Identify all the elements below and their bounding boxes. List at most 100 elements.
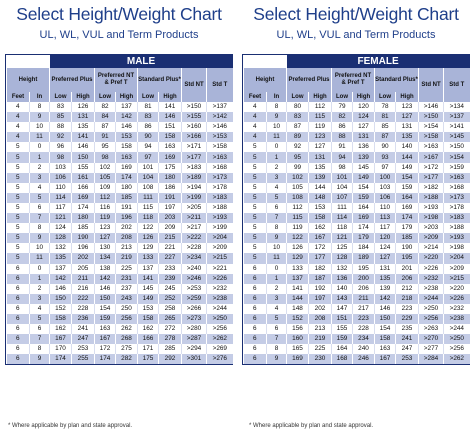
table-cell: 115 [308, 112, 332, 123]
table-cell: 11 [266, 253, 287, 264]
table-cell: 5 [6, 182, 30, 193]
table-cell: 135 [374, 273, 396, 284]
table-cell: 4 [243, 122, 267, 133]
male-table-frame: MALE Height Preferred Plus Preferred NT … [5, 54, 233, 366]
table-cell: >234 [181, 253, 207, 264]
table-cell: 187 [308, 273, 332, 284]
table-cell: 4 [243, 102, 267, 113]
table-cell: 78 [374, 102, 396, 113]
table-cell: >209 [205, 243, 233, 254]
table-cell: 196 [115, 213, 138, 224]
table-cell: 6 [29, 202, 50, 214]
table-cell: 115 [286, 213, 309, 224]
table-cell: 3 [29, 172, 50, 183]
table-cell: 146 [49, 283, 72, 294]
table-row: 5 10 126 172 125 184 124 190 >214 >198 [243, 243, 470, 254]
table-row: 5 0 92 127 91 136 90 140 >163 >150 [243, 142, 470, 153]
table-cell: 282 [115, 354, 138, 365]
table-cell: 225 [115, 263, 138, 274]
table-cell: 158 [308, 213, 332, 224]
col-high: High [352, 92, 375, 102]
col-high: High [158, 92, 182, 102]
table-cell: >215 [205, 253, 233, 264]
table-cell: 154 [374, 324, 396, 335]
table-cell: >244 [205, 303, 233, 314]
table-cell: 4 [266, 182, 287, 193]
table-cell: 137 [286, 273, 309, 284]
table-cell: 96 [49, 142, 72, 153]
table-cell: 275 [115, 344, 138, 355]
table-cell: 6 [6, 313, 30, 325]
table-cell: 144 [308, 182, 332, 193]
table-cell: 101 [331, 172, 353, 183]
table-cell: >163 [418, 142, 444, 153]
table-cell: 231 [115, 273, 138, 284]
col-low: Low [137, 92, 159, 102]
table-cell: >158 [418, 132, 444, 143]
table-cell: >177 [181, 152, 207, 163]
table-cell: 146 [374, 303, 396, 314]
col-preferred-plus: Preferred Plus [49, 68, 95, 92]
table-cell: 265 [158, 313, 182, 325]
table-row: 6 2 141 192 140 206 139 212 >238 >220 [243, 283, 470, 294]
table-row: 6 6 156 213 155 228 154 235 >263 >244 [243, 324, 470, 335]
table-cell: >193 [205, 213, 233, 224]
table-cell: >226 [418, 263, 444, 274]
table-cell: >167 [418, 152, 444, 163]
col-pref-nt: Preferred NT & Pref T [94, 68, 138, 92]
table-cell: 6 [6, 263, 30, 274]
table-cell: 102 [94, 162, 116, 173]
col-feet: Feet [6, 92, 30, 102]
table-cell: 5 [243, 202, 267, 214]
col-low: Low [286, 92, 309, 102]
table-cell: 86 [331, 122, 353, 133]
table-cell: 141 [137, 273, 159, 284]
table-cell: 128 [49, 233, 72, 244]
table-cell: 195 [395, 253, 419, 264]
table-cell: 190 [71, 233, 95, 244]
table-cell: 124 [49, 223, 72, 234]
table-cell: 118 [137, 213, 159, 224]
table-cell: 169 [395, 202, 419, 214]
table-row: 6 0 137 205 138 225 137 233 >240 >221 [6, 263, 233, 274]
table-row: 4 9 83 115 82 124 81 127 >150 >137 [243, 112, 470, 123]
table-row: 6 3 144 197 143 211 142 218 >244 >226 [243, 293, 470, 304]
table-row: 4 8 83 126 82 137 81 141 >150 >137 [6, 102, 233, 113]
table-cell: 213 [308, 324, 332, 335]
table-cell: 155 [71, 162, 95, 173]
table-cell: >244 [442, 324, 470, 335]
table-cell: >154 [442, 152, 470, 163]
table-cell: 146 [158, 112, 182, 123]
table-cell: 200 [352, 273, 375, 284]
table-cell: 262 [115, 324, 138, 335]
table-cell: 6 [6, 344, 30, 355]
table-cell: 5 [6, 172, 30, 183]
table-cell: 94 [137, 142, 159, 153]
table-cell: >294 [181, 344, 207, 355]
table-row: 6 1 142 211 142 231 141 239 >246 >226 [6, 273, 233, 284]
table-cell: 131 [71, 112, 95, 123]
table-cell: 6 [243, 283, 267, 294]
table-cell: 131 [352, 132, 375, 143]
table-cell: >173 [442, 192, 470, 203]
table-cell: >270 [418, 334, 444, 345]
table-cell: 90 [137, 132, 159, 143]
table-cell: 110 [49, 182, 72, 193]
table-cell: 6 [243, 293, 267, 304]
col-high: High [71, 92, 95, 102]
table-cell: 153 [137, 303, 159, 314]
table-cell: >226 [442, 293, 470, 304]
table-cell: 189 [352, 253, 375, 264]
table-cell: 159 [352, 192, 375, 203]
table-cell: 146 [71, 142, 95, 153]
table-cell: >263 [418, 324, 444, 335]
table-cell: 169 [71, 192, 95, 203]
table-cell: >280 [181, 324, 207, 335]
table-cell: 135 [395, 132, 419, 143]
table-row: 6 7 160 219 159 234 158 241 >270 >250 [243, 334, 470, 345]
table-cell: 83 [49, 102, 72, 113]
table-cell: 246 [352, 354, 375, 365]
col-low: Low [374, 92, 396, 102]
table-cell: 125 [331, 243, 353, 254]
table-cell: 2 [266, 283, 287, 294]
